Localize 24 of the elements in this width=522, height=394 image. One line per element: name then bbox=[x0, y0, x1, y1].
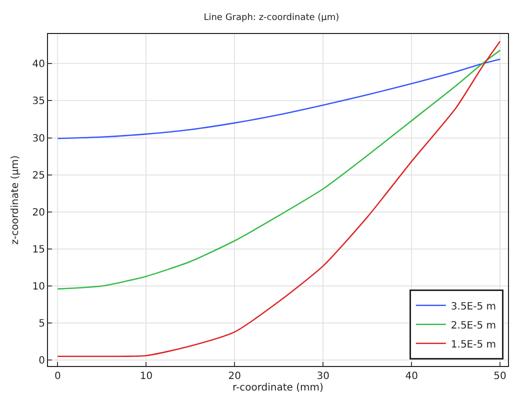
x-tick-label: 20 bbox=[228, 371, 242, 382]
line-series bbox=[57, 58, 501, 140]
x-tick-label: 10 bbox=[140, 371, 153, 382]
y-tick-label: 35 bbox=[32, 96, 45, 108]
y-tick-label: 30 bbox=[32, 133, 45, 144]
y-tick-label: 40 bbox=[32, 59, 45, 70]
x-tick-label: 50 bbox=[494, 371, 506, 382]
line-series bbox=[57, 50, 501, 290]
x-tick-label: 0 bbox=[54, 371, 61, 382]
y-tick-label: 15 bbox=[32, 244, 45, 256]
x-tick-label: 30 bbox=[316, 371, 330, 382]
legend-label: 2.5E-5 m bbox=[450, 320, 496, 332]
y-axis-title: z-coordinate (µm) bbox=[10, 155, 21, 245]
y-tick-label: 25 bbox=[32, 170, 45, 182]
line-series bbox=[57, 40, 501, 358]
y-tick-label: 5 bbox=[38, 318, 45, 330]
x-tick-label: 40 bbox=[405, 371, 418, 382]
x-axis-title: r-coordinate (mm) bbox=[232, 382, 324, 394]
chart-title: Line Graph: z-coordinate (µm) bbox=[204, 13, 340, 24]
y-tick-label: 0 bbox=[38, 356, 45, 367]
legend-label: 3.5E-5 m bbox=[450, 301, 496, 312]
y-tick-label: 20 bbox=[32, 207, 45, 218]
legend-label: 1.5E-5 m bbox=[450, 339, 496, 350]
y-tick-label: 10 bbox=[32, 281, 45, 292]
